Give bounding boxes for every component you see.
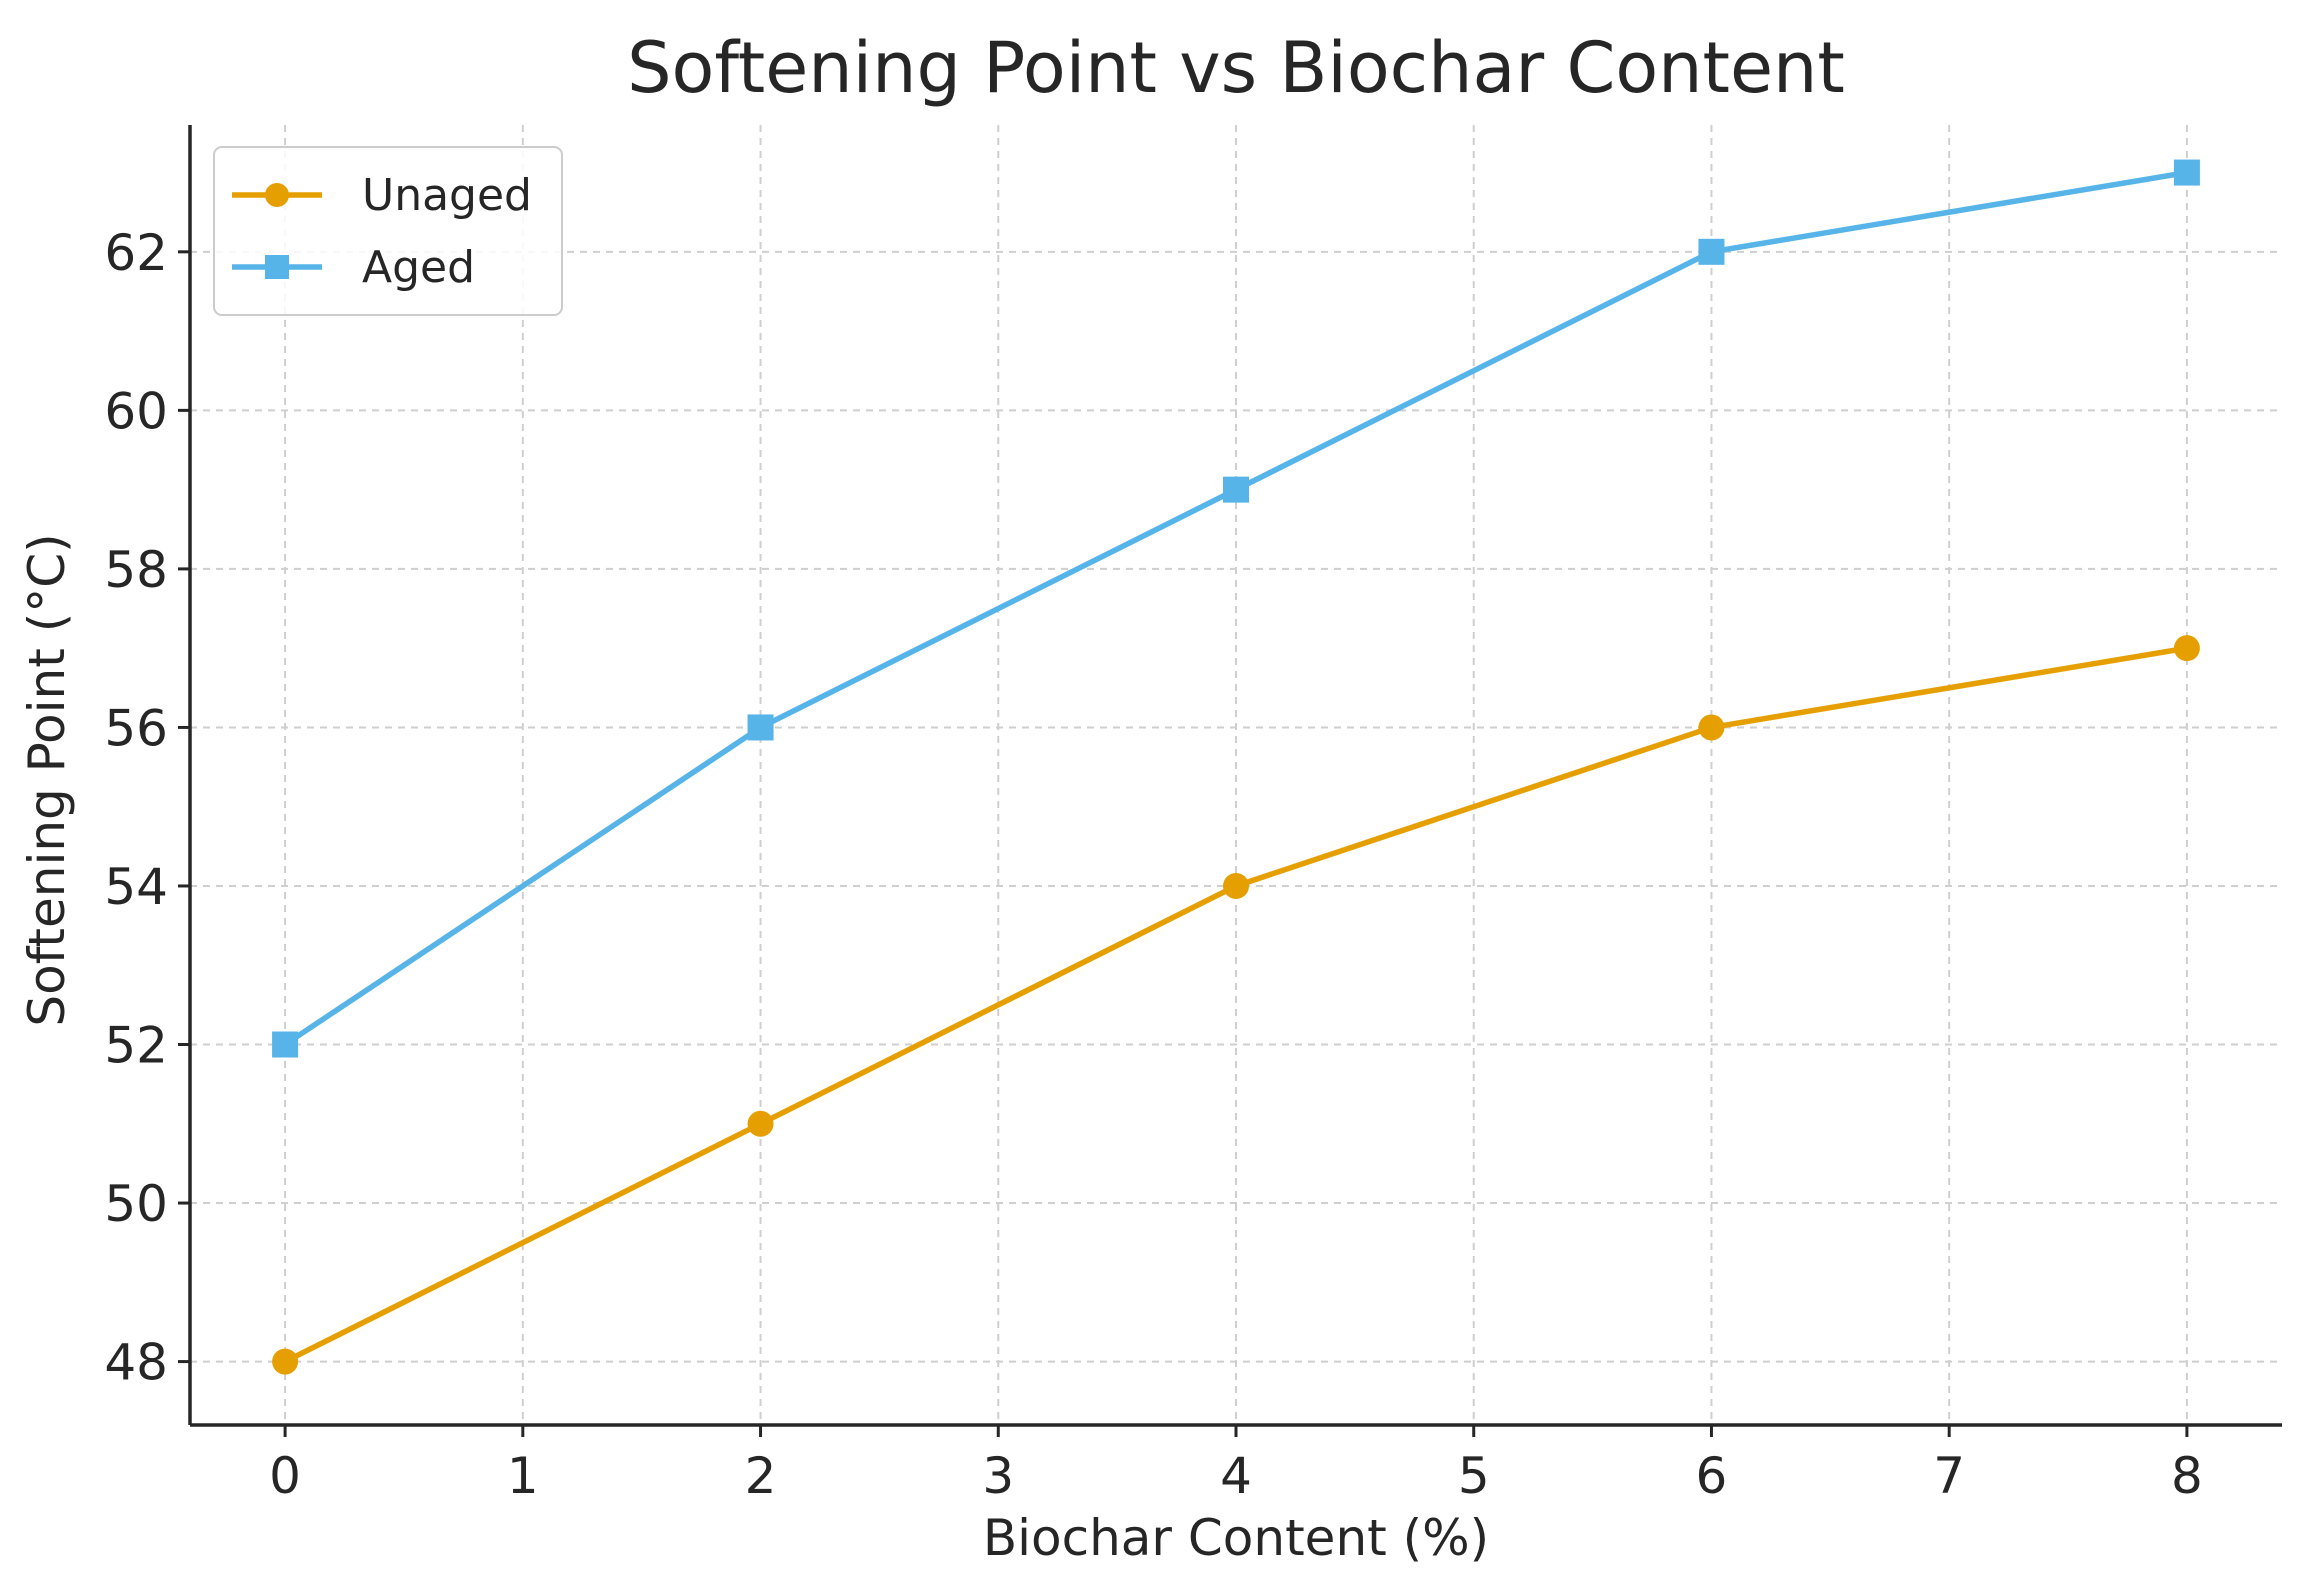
y-tick-label: 62 xyxy=(104,224,168,282)
y-tick-label: 58 xyxy=(104,541,168,599)
x-tick-label: 3 xyxy=(982,1447,1014,1505)
data-point-unaged xyxy=(272,1348,299,1375)
legend-marker-aged xyxy=(265,255,289,279)
x-tick-label: 1 xyxy=(507,1447,539,1505)
y-axis-title: Softening Point (°C) xyxy=(18,533,76,1026)
data-point-aged xyxy=(1223,476,1249,503)
data-point-unaged xyxy=(1698,714,1725,741)
y-tick-label: 56 xyxy=(104,699,168,757)
x-tick-label: 5 xyxy=(1458,1447,1490,1505)
y-tick-label: 52 xyxy=(104,1017,168,1075)
data-point-unaged xyxy=(1223,872,1249,899)
data-point-aged xyxy=(1698,238,1725,265)
legend-marker-unaged xyxy=(265,183,289,207)
legend-item-unaged: Unaged xyxy=(232,170,532,221)
x-tick-label: 6 xyxy=(1696,1447,1728,1505)
y-tick-label: 54 xyxy=(104,858,168,916)
series-aged xyxy=(272,159,2200,1058)
data-point-unaged xyxy=(747,1110,774,1137)
data-point-aged xyxy=(747,714,774,741)
data-point-aged xyxy=(272,1031,299,1058)
legend-frame xyxy=(213,146,563,316)
series-layer xyxy=(272,159,2200,1375)
x-tick-label: 2 xyxy=(745,1447,777,1505)
y-tick-label: 48 xyxy=(104,1334,168,1392)
x-tick-label: 4 xyxy=(1220,1447,1252,1505)
series-unaged xyxy=(272,635,2200,1375)
data-point-unaged xyxy=(2173,635,2200,662)
legend-label-unaged: Unaged xyxy=(362,170,532,221)
x-tick-label: 0 xyxy=(269,1447,301,1505)
x-axis-title: Biochar Content (%) xyxy=(983,1509,1489,1567)
y-tick-label: 60 xyxy=(104,382,168,440)
chart-title: Softening Point vs Biochar Content xyxy=(627,27,1845,109)
grid xyxy=(190,125,2282,1425)
legend-item-aged: Aged xyxy=(232,242,475,293)
x-tick-label: 7 xyxy=(1933,1447,1965,1505)
data-point-aged xyxy=(2173,159,2200,186)
legend: Unaged Aged xyxy=(213,146,563,316)
x-tick-label: 8 xyxy=(2171,1447,2203,1505)
legend-label-aged: Aged xyxy=(362,242,475,293)
y-tick-label: 50 xyxy=(104,1175,168,1233)
